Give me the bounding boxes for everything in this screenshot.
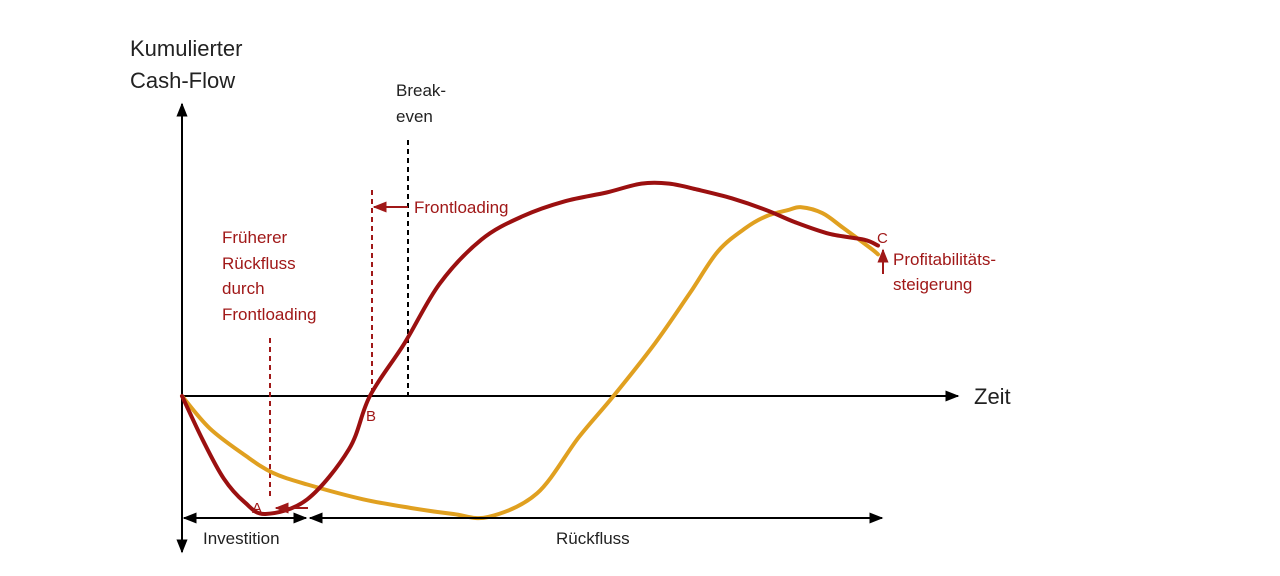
profit-label-line2: steigerung [893, 275, 972, 294]
investition-label: Investition [203, 529, 280, 548]
series-line-original [180, 205, 880, 521]
point-c-label: C [877, 230, 888, 247]
point-a-label: A [252, 500, 262, 517]
frueherer-line3: durch [222, 279, 265, 298]
frueherer-line2: Rückfluss [222, 254, 296, 273]
point-b-label: B [366, 408, 376, 425]
y-axis-label-line2: Cash-Flow [130, 68, 235, 93]
frueherer-line4: Frontloading [222, 305, 317, 324]
frueherer-line1: Früherer [222, 228, 288, 247]
x-axis-label: Zeit [974, 384, 1011, 409]
profit-label-line1: Profitabilitäts- [893, 250, 996, 269]
rueckfluss-label: Rückfluss [556, 529, 630, 548]
y-axis-label-line1: Kumulierter [130, 36, 242, 61]
breakeven-label-line2: even [396, 107, 433, 126]
frontloading-label: Frontloading [414, 198, 509, 217]
breakeven-label-line1: Break- [396, 81, 446, 100]
